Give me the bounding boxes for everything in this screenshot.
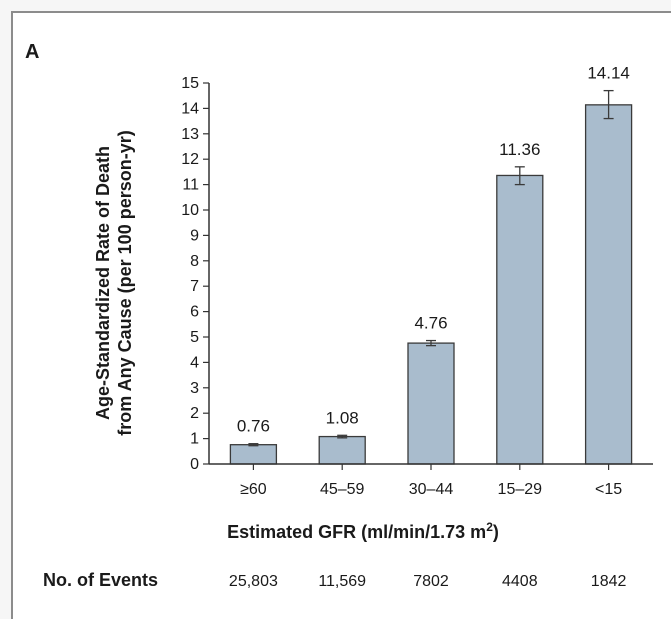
panel-label: A bbox=[25, 41, 39, 63]
y-tick-label: 9 bbox=[190, 227, 199, 244]
y-tick-label: 6 bbox=[190, 304, 199, 321]
y-tick-label: 4 bbox=[190, 354, 199, 371]
x-axis-title-end: ) bbox=[493, 522, 499, 542]
events-value: 25,803 bbox=[229, 573, 278, 590]
x-tick-label: ≥60 bbox=[240, 481, 267, 498]
y-tick-label: 1 bbox=[190, 431, 199, 448]
y-tick-label: 2 bbox=[190, 405, 199, 422]
bar bbox=[407, 342, 455, 465]
events-value: 11,569 bbox=[318, 573, 366, 590]
y-tick-label: 3 bbox=[190, 380, 199, 397]
bars: 0.76 1.08 4.76 11.36 14.14 bbox=[229, 64, 633, 465]
x-axis-title-superscript: 2 bbox=[486, 520, 493, 534]
y-tick-label: 13 bbox=[181, 126, 199, 143]
y-tick-label: 5 bbox=[190, 329, 199, 346]
figure-panel: A Age-Standardized Rate of Death from An… bbox=[11, 11, 671, 619]
bar-chart: A Age-Standardized Rate of Death from An… bbox=[25, 41, 653, 590]
y-tick-label: 11 bbox=[182, 177, 199, 194]
data-label: 1.08 bbox=[326, 408, 359, 427]
bar bbox=[496, 174, 544, 465]
events-value: 1842 bbox=[591, 573, 627, 590]
bar bbox=[229, 444, 278, 465]
x-tick-label: 30–44 bbox=[409, 481, 454, 498]
data-label: 11.36 bbox=[499, 140, 540, 159]
x-axis-title-main: Estimated GFR (ml/min/1.73 m bbox=[227, 522, 486, 542]
events-value: 7802 bbox=[413, 573, 449, 590]
x-tick-label: <15 bbox=[595, 481, 622, 498]
y-tick-label: 8 bbox=[190, 253, 199, 270]
x-tick-label: 45–59 bbox=[320, 481, 365, 498]
y-axis-title-line1: Age-Standardized Rate of Death bbox=[93, 146, 113, 420]
y-axis-title: Age-Standardized Rate of Death from Any … bbox=[93, 130, 135, 435]
bar bbox=[584, 104, 633, 465]
y-tick-label: 10 bbox=[181, 202, 199, 219]
y-tick-label: 12 bbox=[181, 151, 199, 168]
events-value: 4408 bbox=[502, 573, 538, 590]
x-tick-label: 15–29 bbox=[498, 481, 543, 498]
x-axis-title: Estimated GFR (ml/min/1.73 m2) bbox=[227, 520, 499, 542]
x-axis: ≥60 45–59 30–44 15–29 <15 bbox=[209, 463, 653, 498]
data-label: 14.14 bbox=[587, 64, 630, 83]
bar bbox=[318, 435, 366, 465]
y-axis-title-line2: from Any Cause (per 100 person-yr) bbox=[115, 130, 135, 435]
y-tick-label: 14 bbox=[181, 100, 199, 117]
y-tick-label: 15 bbox=[181, 75, 199, 92]
events-row: 25,803 11,569 7802 4408 1842 bbox=[229, 573, 627, 590]
events-row-label: No. of Events bbox=[43, 570, 158, 590]
y-tick-label: 7 bbox=[190, 278, 199, 295]
y-tick-label: 0 bbox=[190, 456, 199, 473]
data-label: 0.76 bbox=[237, 417, 270, 436]
data-label: 4.76 bbox=[414, 314, 447, 333]
